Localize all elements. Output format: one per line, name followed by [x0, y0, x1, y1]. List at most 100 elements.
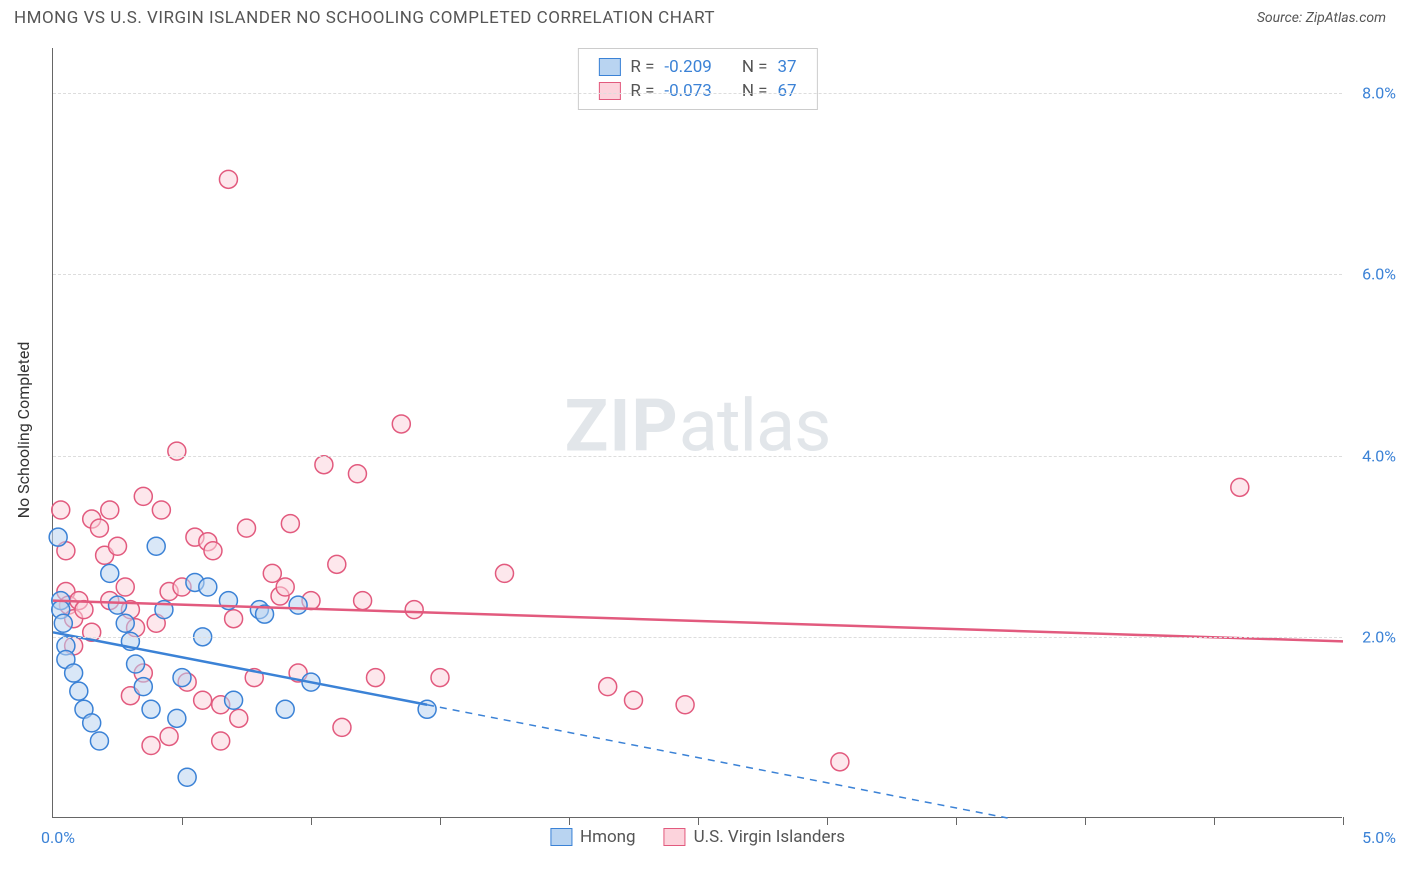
stat-n-value-usvi: 67: [778, 81, 797, 101]
scatter-point: [219, 170, 237, 188]
x-tick: [956, 817, 957, 825]
scatter-point: [147, 537, 165, 555]
scatter-point: [199, 578, 217, 596]
scatter-point: [230, 709, 248, 727]
scatter-point: [109, 537, 127, 555]
gridline: [53, 93, 1342, 94]
scatter-point: [75, 601, 93, 619]
x-tick: [827, 817, 828, 825]
scatter-point: [599, 678, 617, 696]
trend-line-hmong-dashed: [427, 705, 1008, 818]
scatter-point: [276, 578, 294, 596]
legend-item-usvi: U.S. Virgin Islanders: [664, 827, 845, 847]
bottom-legend: Hmong U.S. Virgin Islanders: [550, 827, 845, 847]
scatter-point: [134, 678, 152, 696]
scatter-point: [127, 655, 145, 673]
scatter-point: [168, 709, 186, 727]
scatter-point: [90, 732, 108, 750]
scatter-point: [142, 700, 160, 718]
trend-line-usvi: [53, 601, 1343, 642]
scatter-plot-svg: [53, 48, 1342, 817]
y-tick-label: 6.0%: [1362, 265, 1396, 284]
scatter-point: [354, 592, 372, 610]
x-tick: [1085, 817, 1086, 825]
scatter-point: [1231, 478, 1249, 496]
scatter-point: [496, 564, 514, 582]
scatter-point: [676, 696, 694, 714]
legend-label-hmong: Hmong: [580, 827, 636, 847]
stats-row-usvi: R = -0.073 N = 67: [598, 79, 796, 103]
stat-r-value-usvi: -0.073: [664, 81, 711, 101]
stat-r-value-hmong: -0.209: [664, 57, 711, 77]
scatter-point: [289, 596, 307, 614]
y-tick-label: 2.0%: [1362, 627, 1396, 646]
scatter-point: [194, 691, 212, 709]
scatter-point: [328, 555, 346, 573]
scatter-point: [134, 487, 152, 505]
scatter-point: [101, 501, 119, 519]
x-tick: [182, 817, 183, 825]
scatter-point: [263, 564, 281, 582]
gridline: [53, 274, 1342, 275]
gridline: [53, 456, 1342, 457]
stats-row-hmong: R = -0.209 N = 37: [598, 55, 796, 79]
scatter-point: [315, 456, 333, 474]
x-axis-start-label: 0.0%: [41, 828, 75, 847]
chart-plot-area: ZIPatlas R = -0.209 N = 37 R = -0.073 N …: [52, 48, 1342, 818]
x-tick: [698, 817, 699, 825]
scatter-point: [225, 691, 243, 709]
y-tick-label: 8.0%: [1362, 84, 1396, 103]
scatter-point: [625, 691, 643, 709]
gridline: [53, 637, 1342, 638]
x-tick: [440, 817, 441, 825]
scatter-point: [70, 682, 88, 700]
scatter-point: [152, 501, 170, 519]
x-tick: [569, 817, 570, 825]
x-axis-end-label: 5.0%: [1362, 828, 1396, 847]
scatter-point: [116, 614, 134, 632]
legend-label-usvi: U.S. Virgin Islanders: [694, 827, 845, 847]
scatter-point: [101, 564, 119, 582]
scatter-point: [405, 601, 423, 619]
scatter-point: [49, 528, 67, 546]
scatter-point: [52, 501, 70, 519]
scatter-point: [109, 596, 127, 614]
scatter-point: [276, 700, 294, 718]
chart-title: HMONG VS U.S. VIRGIN ISLANDER NO SCHOOLI…: [14, 8, 715, 28]
swatch-hmong: [598, 58, 620, 76]
stat-n-label: N =: [742, 81, 768, 101]
stat-r-label: R =: [630, 81, 654, 101]
scatter-point: [65, 664, 83, 682]
legend-item-hmong: Hmong: [550, 827, 636, 847]
scatter-point: [212, 732, 230, 750]
x-tick: [1343, 817, 1344, 825]
source-attribution: Source: ZipAtlas.com: [1257, 10, 1386, 26]
scatter-point: [116, 578, 134, 596]
y-tick-label: 4.0%: [1362, 446, 1396, 465]
scatter-point: [225, 610, 243, 628]
correlation-stats-box: R = -0.209 N = 37 R = -0.073 N = 67: [577, 48, 817, 110]
scatter-point: [831, 753, 849, 771]
scatter-point: [160, 727, 178, 745]
scatter-point: [142, 737, 160, 755]
scatter-point: [367, 669, 385, 687]
scatter-point: [348, 465, 366, 483]
scatter-point: [238, 519, 256, 537]
scatter-point: [83, 714, 101, 732]
legend-swatch-usvi: [664, 828, 686, 846]
scatter-point: [333, 718, 351, 736]
scatter-point: [173, 669, 191, 687]
x-tick: [311, 817, 312, 825]
scatter-point: [204, 542, 222, 560]
stat-r-label: R =: [630, 57, 654, 77]
swatch-usvi: [598, 82, 620, 100]
legend-swatch-hmong: [550, 828, 572, 846]
scatter-point: [431, 669, 449, 687]
scatter-point: [392, 415, 410, 433]
stat-n-label: N =: [742, 57, 768, 77]
y-axis-title: No Schooling Completed: [14, 342, 33, 519]
scatter-point: [168, 442, 186, 460]
scatter-point: [90, 519, 108, 537]
x-tick: [1214, 817, 1215, 825]
scatter-point: [281, 515, 299, 533]
